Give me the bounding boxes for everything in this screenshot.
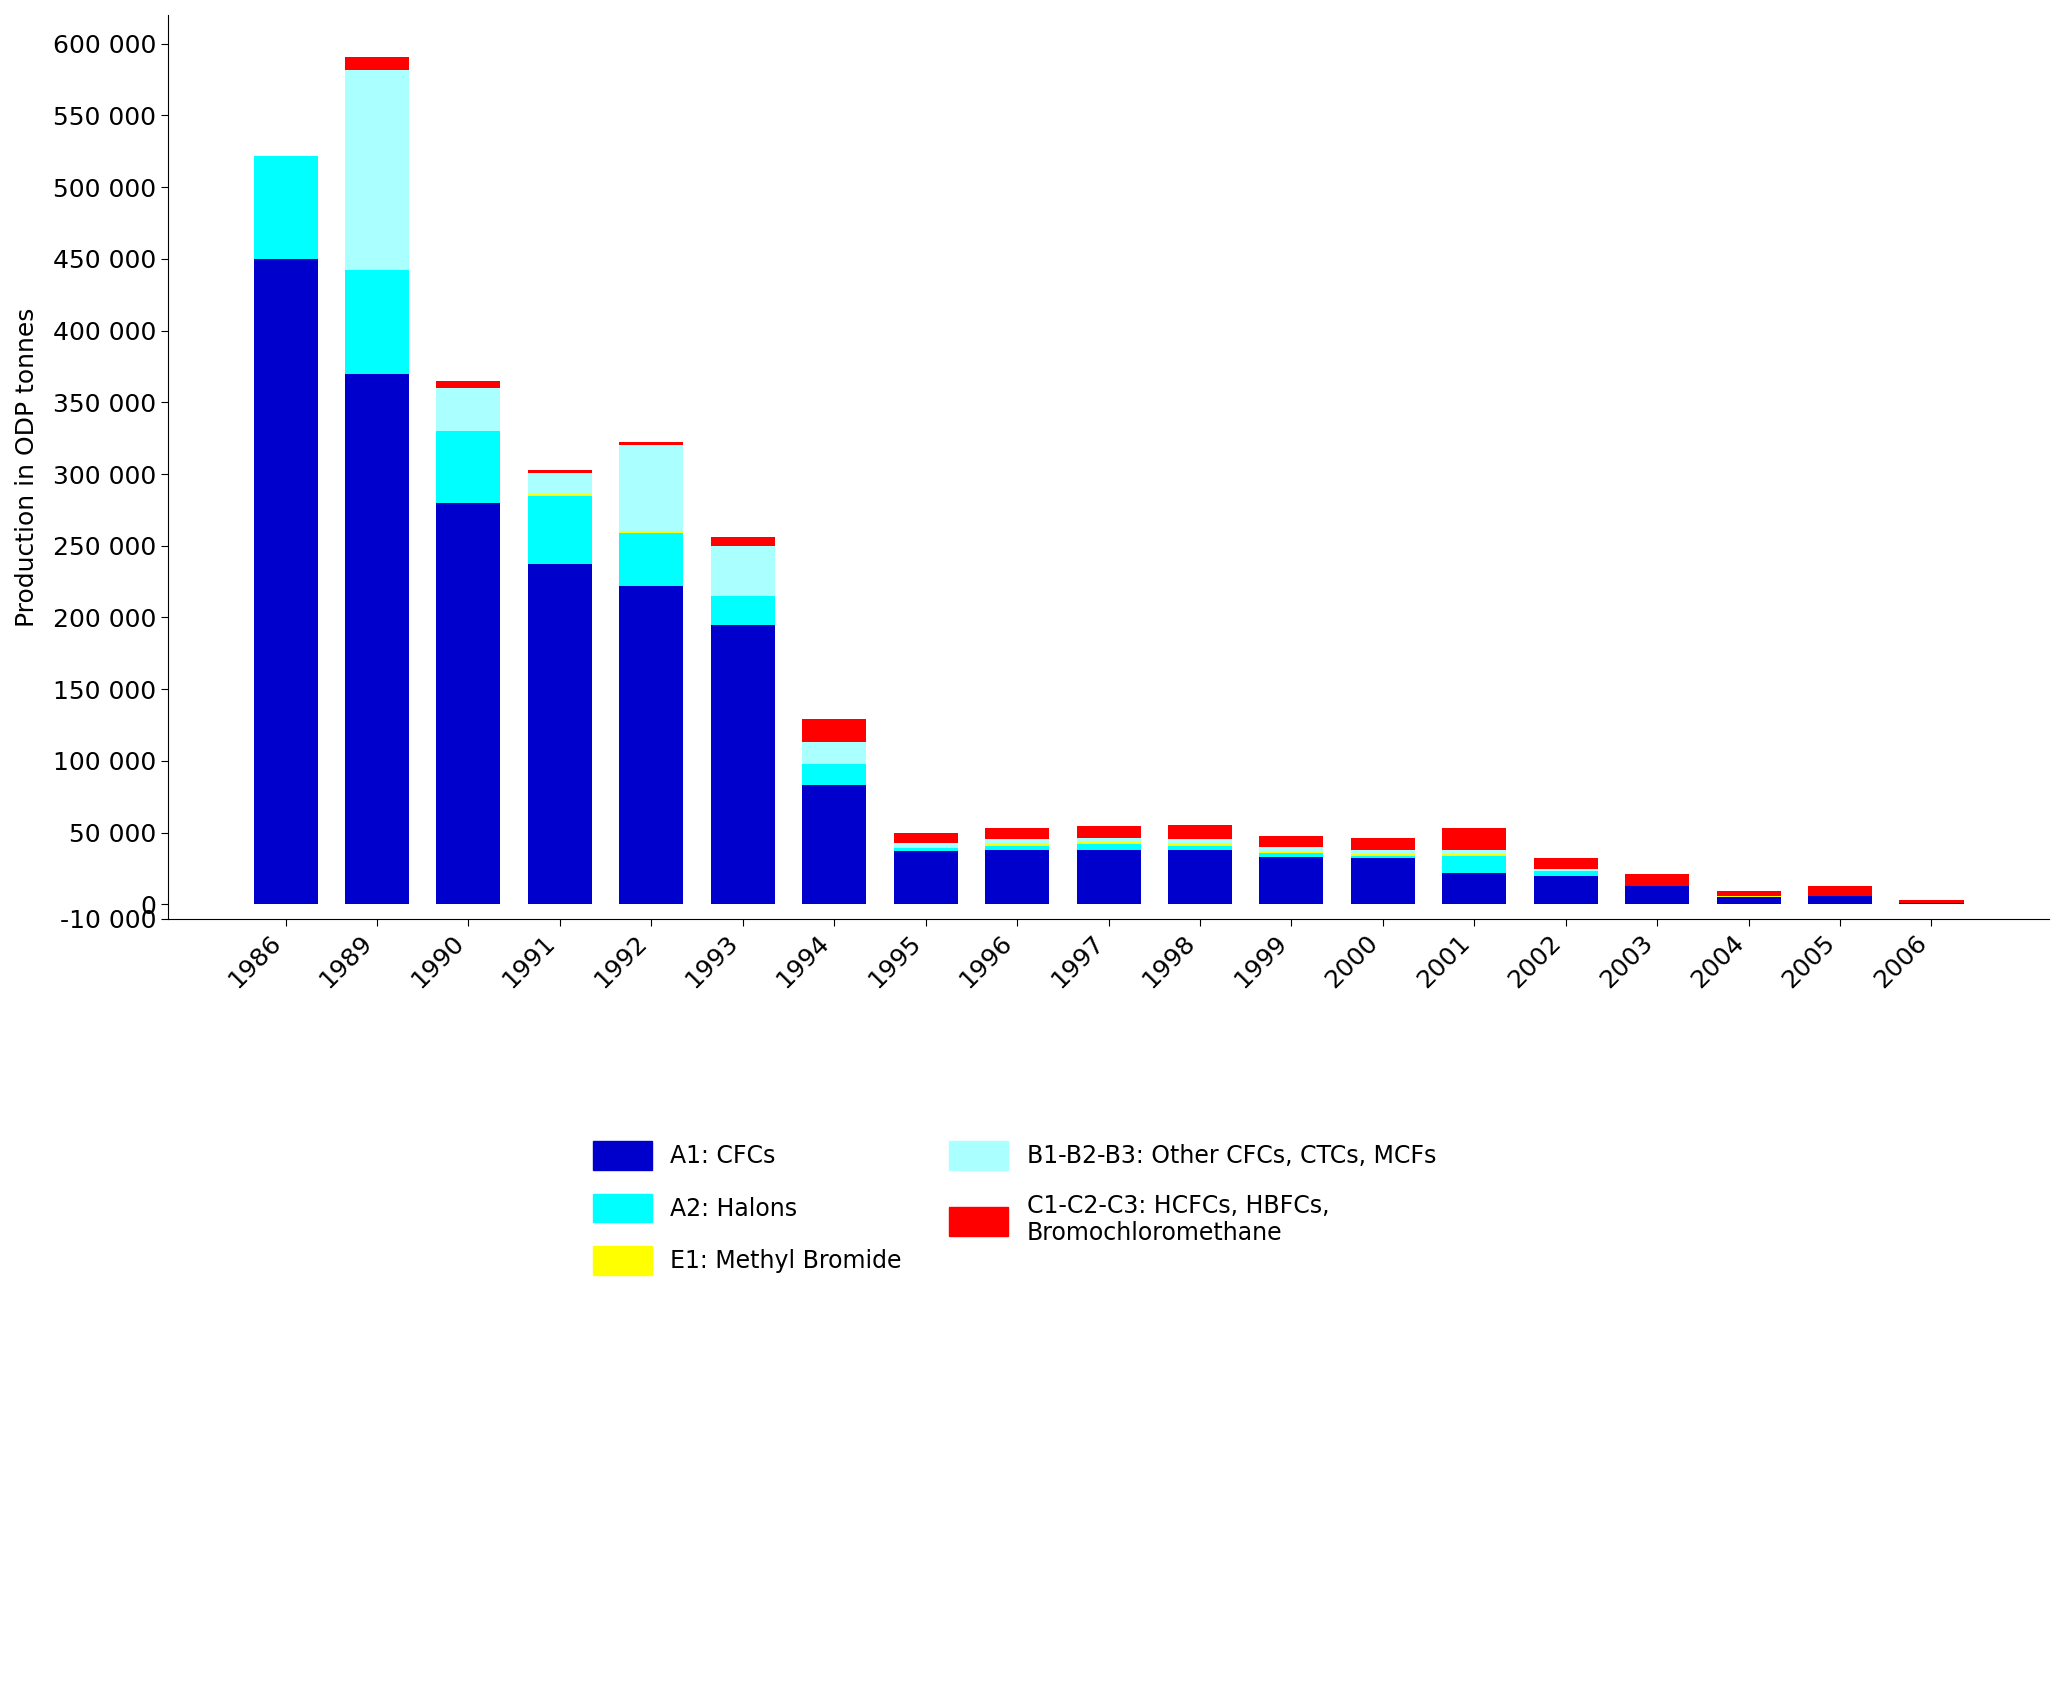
Legend: A1: CFCs, A2: Halons, E1: Methyl Bromide, B1-B2-B3: Other CFCs, CTCs, MCFs, C1-C: A1: CFCs, A2: Halons, E1: Methyl Bromide… bbox=[580, 1129, 1449, 1287]
Bar bbox=[345, 373, 409, 905]
Bar bbox=[1168, 844, 1232, 846]
Bar bbox=[1624, 875, 1688, 886]
Bar bbox=[345, 56, 409, 69]
Bar bbox=[1168, 839, 1232, 844]
Bar bbox=[528, 473, 592, 495]
Bar bbox=[528, 495, 592, 564]
Bar bbox=[436, 431, 499, 503]
Bar bbox=[1443, 829, 1507, 849]
Bar bbox=[1808, 895, 1872, 905]
Bar bbox=[1077, 837, 1141, 842]
Y-axis label: Production in ODP tonnes: Production in ODP tonnes bbox=[14, 307, 39, 627]
Bar bbox=[985, 839, 1049, 844]
Bar bbox=[619, 444, 683, 531]
Bar bbox=[619, 531, 683, 532]
Bar bbox=[1443, 856, 1507, 873]
Bar bbox=[985, 844, 1049, 846]
Bar bbox=[894, 842, 958, 848]
Bar bbox=[1534, 858, 1598, 868]
Bar bbox=[528, 470, 592, 473]
Bar bbox=[436, 503, 499, 905]
Bar bbox=[1077, 825, 1141, 837]
Bar bbox=[1717, 892, 1781, 897]
Bar bbox=[1899, 900, 1963, 903]
Bar bbox=[1077, 844, 1141, 849]
Bar bbox=[1259, 836, 1323, 848]
Bar bbox=[985, 846, 1049, 849]
Bar bbox=[436, 381, 499, 388]
Bar bbox=[1534, 871, 1598, 876]
Bar bbox=[345, 69, 409, 270]
Bar bbox=[1534, 868, 1598, 871]
Bar bbox=[894, 851, 958, 905]
Bar bbox=[710, 546, 774, 597]
Bar bbox=[1168, 849, 1232, 905]
Bar bbox=[1534, 876, 1598, 905]
Bar bbox=[254, 156, 318, 259]
Bar bbox=[985, 827, 1049, 839]
Bar bbox=[710, 625, 774, 905]
Bar bbox=[1808, 886, 1872, 895]
Bar bbox=[1443, 849, 1507, 854]
Bar bbox=[710, 597, 774, 625]
Bar bbox=[1259, 848, 1323, 851]
Bar bbox=[710, 537, 774, 546]
Bar bbox=[1443, 873, 1507, 905]
Bar bbox=[803, 785, 867, 905]
Bar bbox=[254, 259, 318, 905]
Bar bbox=[1259, 853, 1323, 858]
Bar bbox=[1350, 839, 1414, 849]
Bar bbox=[619, 442, 683, 444]
Bar bbox=[1077, 849, 1141, 905]
Bar bbox=[985, 849, 1049, 905]
Bar bbox=[803, 719, 867, 742]
Bar bbox=[619, 586, 683, 905]
Bar bbox=[1168, 825, 1232, 839]
Bar bbox=[803, 764, 867, 785]
Bar bbox=[894, 832, 958, 842]
Bar bbox=[1168, 846, 1232, 849]
Bar bbox=[1717, 897, 1781, 905]
Bar bbox=[1350, 849, 1414, 854]
Bar bbox=[528, 564, 592, 905]
Bar bbox=[1259, 858, 1323, 905]
Bar bbox=[1350, 856, 1414, 858]
Bar bbox=[619, 532, 683, 586]
Bar bbox=[894, 849, 958, 851]
Bar bbox=[345, 270, 409, 373]
Bar bbox=[1624, 886, 1688, 905]
Bar bbox=[1350, 858, 1414, 905]
Bar bbox=[436, 388, 499, 431]
Bar bbox=[803, 742, 867, 764]
Bar bbox=[1077, 842, 1141, 844]
